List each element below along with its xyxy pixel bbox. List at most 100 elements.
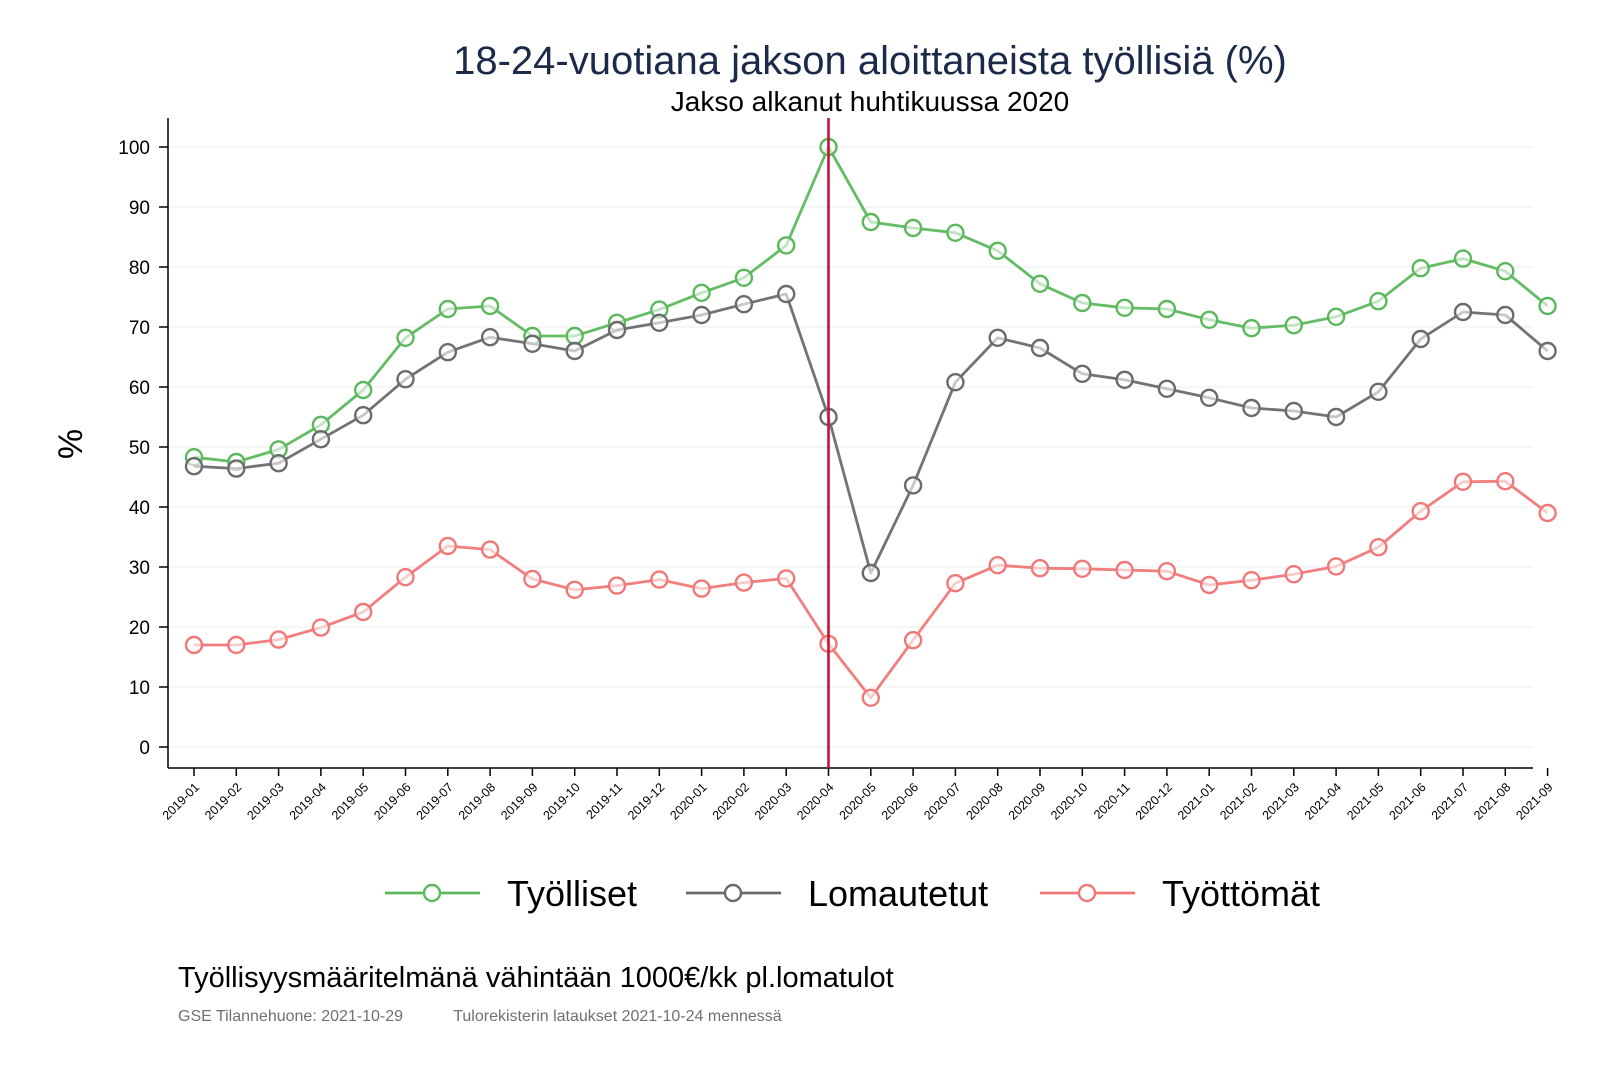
data-point <box>269 630 288 649</box>
data-point <box>523 569 542 589</box>
x-tick-label: 2020-11 <box>1091 780 1133 822</box>
data-point <box>1496 472 1515 491</box>
data-point <box>1242 398 1261 418</box>
data-point <box>692 283 711 302</box>
data-point <box>692 305 711 325</box>
legend-item: Työlliset <box>385 873 637 914</box>
data-point <box>565 341 584 361</box>
data-point <box>1369 538 1388 557</box>
legend-item: Työttömät <box>1040 873 1320 914</box>
data-point <box>1199 310 1219 329</box>
data-point <box>946 574 965 593</box>
data-point <box>438 536 457 556</box>
data-point <box>650 570 669 589</box>
y-tick-label: 60 <box>129 378 150 399</box>
data-point <box>692 579 711 598</box>
data-point <box>1073 559 1092 578</box>
x-tick-label: 2020-12 <box>1133 780 1175 822</box>
series-line <box>194 479 1549 700</box>
x-tick-label: 2019-08 <box>456 780 498 822</box>
data-point <box>1411 259 1430 278</box>
series-lines <box>184 137 1557 707</box>
y-tick-label: 20 <box>129 618 150 639</box>
data-point <box>1242 571 1261 590</box>
data-point <box>988 556 1007 575</box>
data-point <box>1369 382 1388 401</box>
data-point <box>1073 364 1092 383</box>
data-point <box>480 296 500 316</box>
data-point <box>184 457 204 476</box>
data-point <box>903 631 923 650</box>
y-tick-label: 100 <box>118 138 150 159</box>
data-point <box>777 284 796 304</box>
x-tick-label: 2020-02 <box>710 780 752 822</box>
data-point <box>650 313 669 332</box>
y-axis-label: % <box>52 429 90 459</box>
x-tick-label: 2021-01 <box>1175 780 1217 822</box>
data-point <box>438 343 457 362</box>
data-point <box>734 268 754 287</box>
footnote: Työllisyysmääritelmänä vähintään 1000€/k… <box>178 962 894 994</box>
data-point <box>565 580 584 599</box>
data-load-date: Tulorekisterin lataukset 2021-10-24 menn… <box>453 1008 782 1025</box>
x-tick-label: 2020-04 <box>794 780 836 822</box>
data-point <box>1411 329 1430 349</box>
data-point <box>607 320 627 340</box>
x-tick-label: 2019-07 <box>414 780 456 822</box>
data-point <box>1326 307 1346 326</box>
x-tick-label: 2019-05 <box>329 780 371 822</box>
x-tick-label: 2020-09 <box>1006 780 1048 822</box>
legend-label: Työlliset <box>507 873 637 914</box>
legend-label: Lomautetut <box>808 873 988 914</box>
data-point <box>1115 298 1134 317</box>
data-point <box>1030 559 1050 578</box>
x-tick-label: 2020-10 <box>1048 780 1090 822</box>
data-point <box>311 430 331 449</box>
legend-swatch-marker <box>1077 883 1097 903</box>
chart-subtitle: Jakso alkanut huhtikuussa 2020 <box>671 86 1070 117</box>
data-point <box>227 635 246 655</box>
x-tick-label: 2019-10 <box>540 780 582 822</box>
data-point <box>523 334 542 353</box>
data-point <box>861 212 880 232</box>
data-point <box>354 602 373 622</box>
x-tick-label: 2019-04 <box>287 780 329 822</box>
y-tick-label: 80 <box>129 258 150 279</box>
x-tick-label: 2020-07 <box>921 780 963 822</box>
data-point <box>1284 316 1304 335</box>
data-point <box>184 635 204 655</box>
data-point <box>1453 472 1473 491</box>
data-point <box>438 299 457 319</box>
x-tick-label: 2021-05 <box>1344 780 1386 822</box>
data-point <box>903 218 923 238</box>
chart-title: 18-24-vuotiana jakson aloittaneista työl… <box>453 39 1287 83</box>
x-tick-label: 2021-07 <box>1429 780 1471 822</box>
gridlines <box>168 146 1533 748</box>
y-tick-label: 30 <box>129 558 150 579</box>
data-point <box>1538 341 1557 361</box>
legend-label: Työttömät <box>1162 873 1320 914</box>
data-point <box>946 373 965 392</box>
data-point <box>1199 575 1219 595</box>
data-point <box>1157 299 1177 319</box>
data-point <box>1030 274 1050 293</box>
x-tick-label: 2021-09 <box>1513 780 1555 822</box>
x-tick-label: 2020-06 <box>879 780 921 822</box>
data-point <box>1157 379 1177 398</box>
data-point <box>777 236 796 255</box>
legend-swatch-marker <box>422 883 442 903</box>
data-point <box>861 688 880 707</box>
x-tick-label: 2019-09 <box>498 780 540 822</box>
source-info: GSE Tilannehuone: 2021-10-29 Tulorekiste… <box>178 1008 828 1026</box>
y-tick-labels: 0 10 20 30 40 50 60 70 80 90 100 <box>118 138 150 759</box>
series-3 <box>184 472 1557 707</box>
data-point <box>1538 296 1557 316</box>
data-point <box>396 568 415 587</box>
y-tick-label: 90 <box>129 198 150 219</box>
x-tick-label: 2019-03 <box>244 780 286 822</box>
data-point <box>1284 401 1304 421</box>
y-tick-label: 10 <box>129 678 150 699</box>
data-point <box>354 380 373 400</box>
x-tick-label: 2021-06 <box>1386 780 1428 822</box>
y-tick-label: 50 <box>129 438 150 459</box>
